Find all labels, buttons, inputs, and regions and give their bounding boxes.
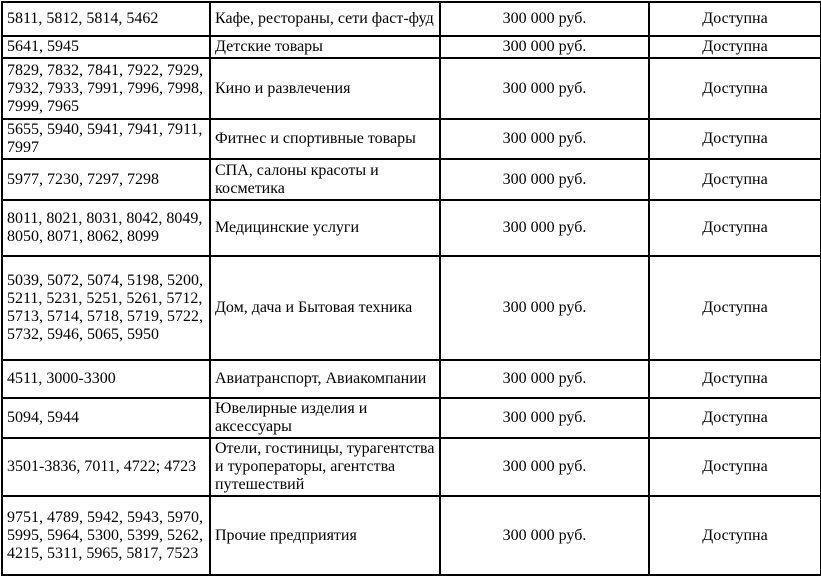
cell-limit: 300 000 руб.	[439, 1, 650, 37]
cell-category: Кино и развлечения	[209, 57, 441, 120]
cell-codes: 4511, 3000-3300	[1, 359, 211, 399]
cell-status: Доступна	[648, 35, 821, 59]
cell-status: Доступна	[648, 397, 821, 439]
cell-codes: 5094, 5944	[1, 397, 211, 439]
cell-status: Доступна	[648, 158, 821, 201]
cell-limit: 300 000 руб.	[439, 118, 650, 160]
cell-codes: 5977, 7230, 7297, 7298	[1, 158, 211, 201]
cell-category: Кафе, рестораны, сети фаст-фуд	[209, 1, 441, 37]
cell-codes: 8011, 8021, 8031, 8042, 8049, 8050, 8071…	[1, 199, 211, 257]
cell-category: Медицинские услуги	[209, 199, 441, 257]
cell-limit: 300 000 руб.	[439, 397, 650, 439]
cell-codes: 5811, 5812, 5814, 5462	[1, 1, 211, 37]
cell-codes: 5039, 5072, 5074, 5198, 5200, 5211, 5231…	[1, 255, 211, 361]
cell-limit: 300 000 руб.	[439, 495, 650, 576]
table-row: 5655, 5940, 5941, 7941, 7911, 7997 Фитнес…	[1, 118, 821, 160]
cell-status: Доступна	[648, 1, 821, 37]
cell-codes: 5655, 5940, 5941, 7941, 7911, 7997	[1, 118, 211, 160]
cell-category: СПА, салоны красоты и косметика	[209, 158, 441, 201]
cell-category: Ювелирные изделия и аксессуары	[209, 397, 441, 439]
cell-limit: 300 000 руб.	[439, 437, 650, 497]
cell-status: Доступна	[648, 437, 821, 497]
cell-status: Доступна	[648, 199, 821, 257]
table-row: 5811, 5812, 5814, 5462 Кафе, рестораны, с…	[1, 1, 821, 37]
cell-codes: 3501-3836, 7011, 4722; 4723	[1, 437, 211, 497]
cell-limit: 300 000 руб.	[439, 359, 650, 399]
cell-limit: 300 000 руб.	[439, 199, 650, 257]
cell-category: Детские товары	[209, 35, 441, 59]
table-row: 9751, 4789, 5942, 5943, 5970, 5995, 5964…	[1, 495, 821, 576]
table-row: 8011, 8021, 8031, 8042, 8049, 8050, 8071…	[1, 199, 821, 257]
table-row: 5094, 5944 Ювелирные изделия и аксессуары…	[1, 397, 821, 439]
cell-status: Доступна	[648, 255, 821, 361]
table-row: 3501-3836, 7011, 4722; 4723 Отели, гостин…	[1, 437, 821, 497]
table-row: 5641, 5945 Детские товары 300 000 руб. Дост…	[1, 35, 821, 59]
cell-status: Доступна	[648, 118, 821, 160]
cell-limit: 300 000 руб.	[439, 57, 650, 120]
table-row: 5039, 5072, 5074, 5198, 5200, 5211, 5231…	[1, 255, 821, 361]
cell-category: Дом, дача и Бытовая техника	[209, 255, 441, 361]
cell-status: Доступна	[648, 359, 821, 399]
cell-status: Доступна	[648, 495, 821, 576]
cell-category: Авиатранспорт, Авиакомпании	[209, 359, 441, 399]
table-row: 5977, 7230, 7297, 7298 СПА, салоны красот…	[1, 158, 821, 201]
cell-codes: 9751, 4789, 5942, 5943, 5970, 5995, 5964…	[1, 495, 211, 576]
table-row: 4511, 3000-3300 Авиатранспорт, Авиакомпан…	[1, 359, 821, 399]
cell-limit: 300 000 руб.	[439, 255, 650, 361]
cell-limit: 300 000 руб.	[439, 158, 650, 201]
cell-status: Доступна	[648, 57, 821, 120]
cell-codes: 7829, 7832, 7841, 7922, 7929, 7932, 7933…	[1, 57, 211, 120]
cell-category: Прочие предприятия	[209, 495, 441, 576]
cell-limit: 300 000 руб.	[439, 35, 650, 59]
cell-category: Фитнес и спортивные товары	[209, 118, 441, 160]
table-row: 7829, 7832, 7841, 7922, 7929, 7932, 7933…	[1, 57, 821, 120]
cell-codes: 5641, 5945	[1, 35, 211, 59]
cell-category: Отели, гостиницы, турагентства и туропер…	[209, 437, 441, 497]
